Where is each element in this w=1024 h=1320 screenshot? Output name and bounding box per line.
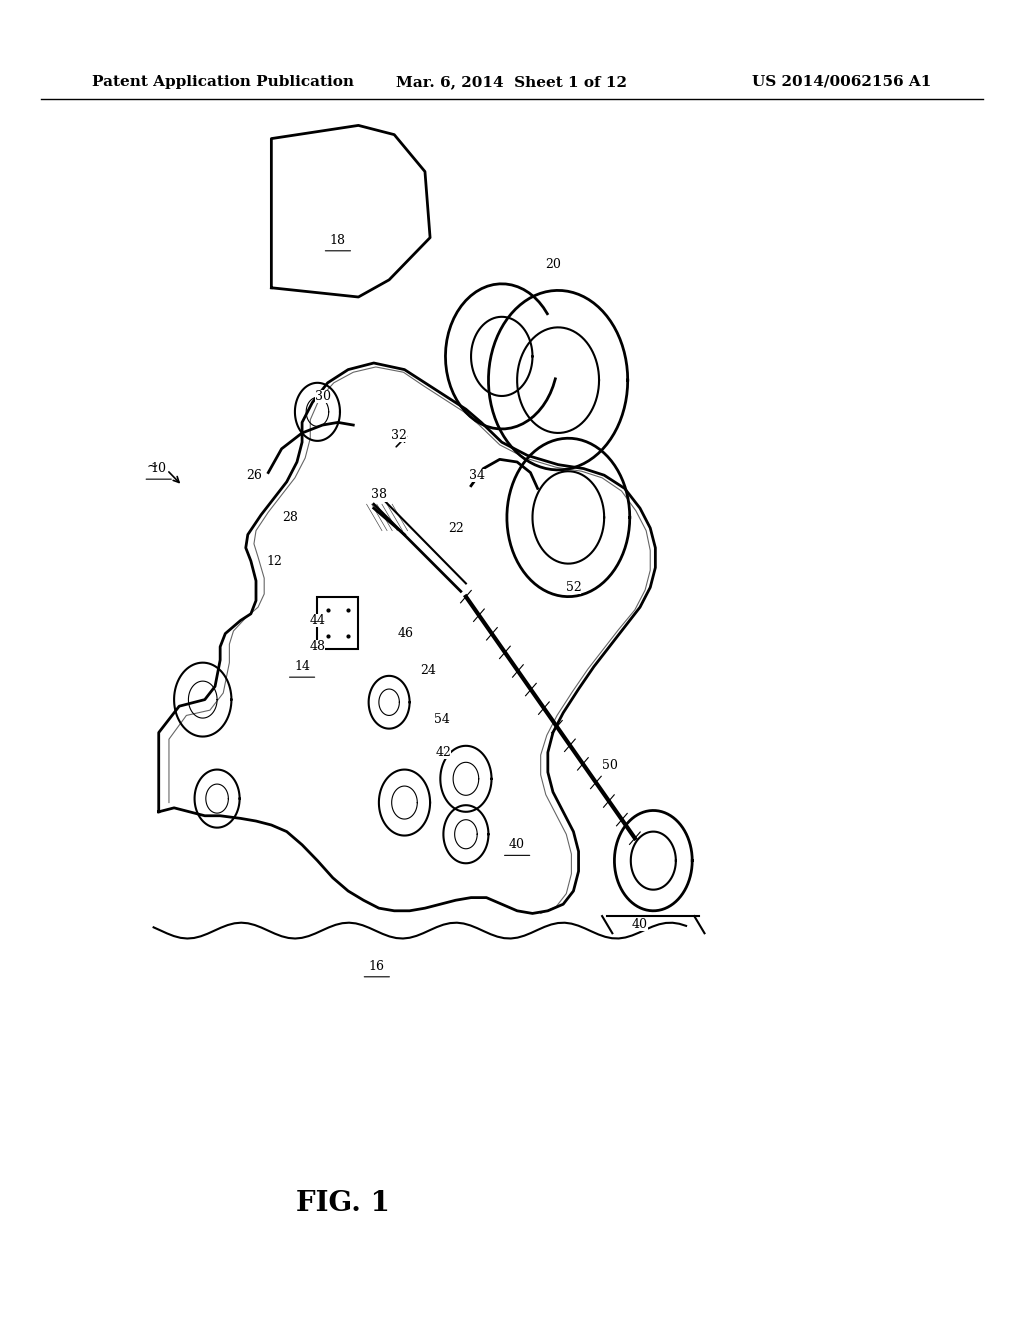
Text: $\sim$: $\sim$: [144, 458, 159, 471]
Text: 14: 14: [294, 660, 310, 673]
Text: US 2014/0062156 A1: US 2014/0062156 A1: [753, 75, 932, 88]
Text: 54: 54: [434, 713, 451, 726]
Text: Patent Application Publication: Patent Application Publication: [92, 75, 354, 88]
Text: 30: 30: [314, 389, 331, 403]
Text: 22: 22: [447, 521, 464, 535]
Text: 10: 10: [151, 462, 167, 475]
Text: 48: 48: [309, 640, 326, 653]
Text: 50: 50: [602, 759, 618, 772]
Text: FIG. 1: FIG. 1: [296, 1191, 390, 1217]
Text: 28: 28: [282, 511, 298, 524]
Text: 52: 52: [565, 581, 582, 594]
Text: 42: 42: [435, 746, 452, 759]
Text: 34: 34: [469, 469, 485, 482]
Text: 18: 18: [330, 234, 346, 247]
Text: 40: 40: [632, 917, 648, 931]
Text: 26: 26: [246, 469, 262, 482]
Text: 40: 40: [509, 838, 525, 851]
Text: 20: 20: [545, 257, 561, 271]
Text: 12: 12: [266, 554, 283, 568]
Text: 38: 38: [371, 488, 387, 502]
Text: 44: 44: [309, 614, 326, 627]
Text: Mar. 6, 2014  Sheet 1 of 12: Mar. 6, 2014 Sheet 1 of 12: [396, 75, 628, 88]
Text: 24: 24: [420, 664, 436, 677]
Text: 32: 32: [391, 429, 408, 442]
Text: 46: 46: [397, 627, 414, 640]
Text: 16: 16: [369, 960, 385, 973]
